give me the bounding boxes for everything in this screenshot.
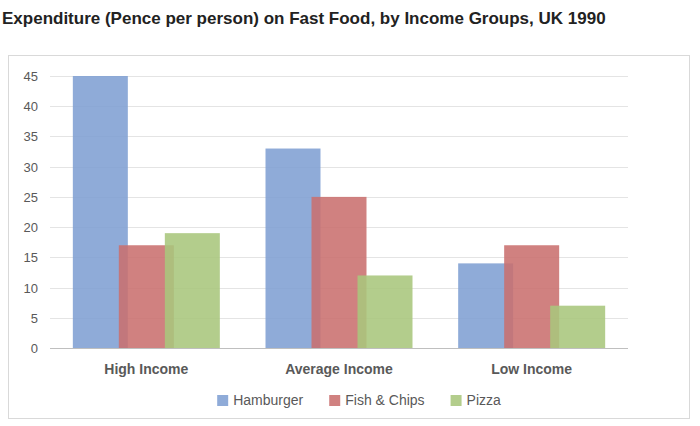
grid — [50, 77, 628, 349]
y-tick-label: 10 — [24, 281, 38, 296]
legend-swatch — [451, 395, 462, 406]
y-tick-label: 45 — [24, 69, 38, 84]
grid-line — [50, 136, 628, 137]
legend-swatch — [217, 395, 228, 406]
legend: Hamburger Fish & Chips Pizza — [217, 392, 501, 408]
legend-item: Fish & Chips — [329, 392, 424, 408]
x-tick-label: Low Income — [491, 361, 572, 377]
grid-line — [50, 106, 628, 107]
legend-label: Fish & Chips — [345, 392, 424, 408]
legend-item: Pizza — [451, 392, 501, 408]
legend-swatch — [329, 395, 340, 406]
y-tick-label: 35 — [24, 129, 38, 144]
chart-frame — [9, 56, 690, 419]
y-tick-label: 40 — [24, 99, 38, 114]
bar — [550, 306, 605, 348]
grid-line — [50, 167, 628, 168]
bar — [165, 233, 220, 348]
title: Expenditure (Pence per person) on Fast F… — [2, 9, 606, 28]
bars — [73, 76, 605, 348]
y-tick-label: 25 — [24, 190, 38, 205]
bar — [358, 275, 413, 348]
x-tick-label: Average Income — [285, 361, 393, 377]
x-tick-label: High Income — [104, 361, 188, 377]
legend-item: Hamburger — [217, 392, 303, 408]
y-tick-label: 5 — [31, 311, 38, 326]
x-axis-line — [50, 348, 628, 349]
y-tick-label: 0 — [31, 341, 38, 356]
y-tick-label: 20 — [24, 220, 38, 235]
y-tick-label: 30 — [24, 160, 38, 175]
grid-line — [50, 76, 628, 77]
chart: Expenditure (Pence per person) on Fast F… — [0, 0, 700, 426]
legend-label: Pizza — [467, 392, 501, 408]
legend-label: Hamburger — [233, 392, 303, 408]
y-tick-label: 15 — [24, 250, 38, 265]
grid-line — [50, 348, 628, 349]
